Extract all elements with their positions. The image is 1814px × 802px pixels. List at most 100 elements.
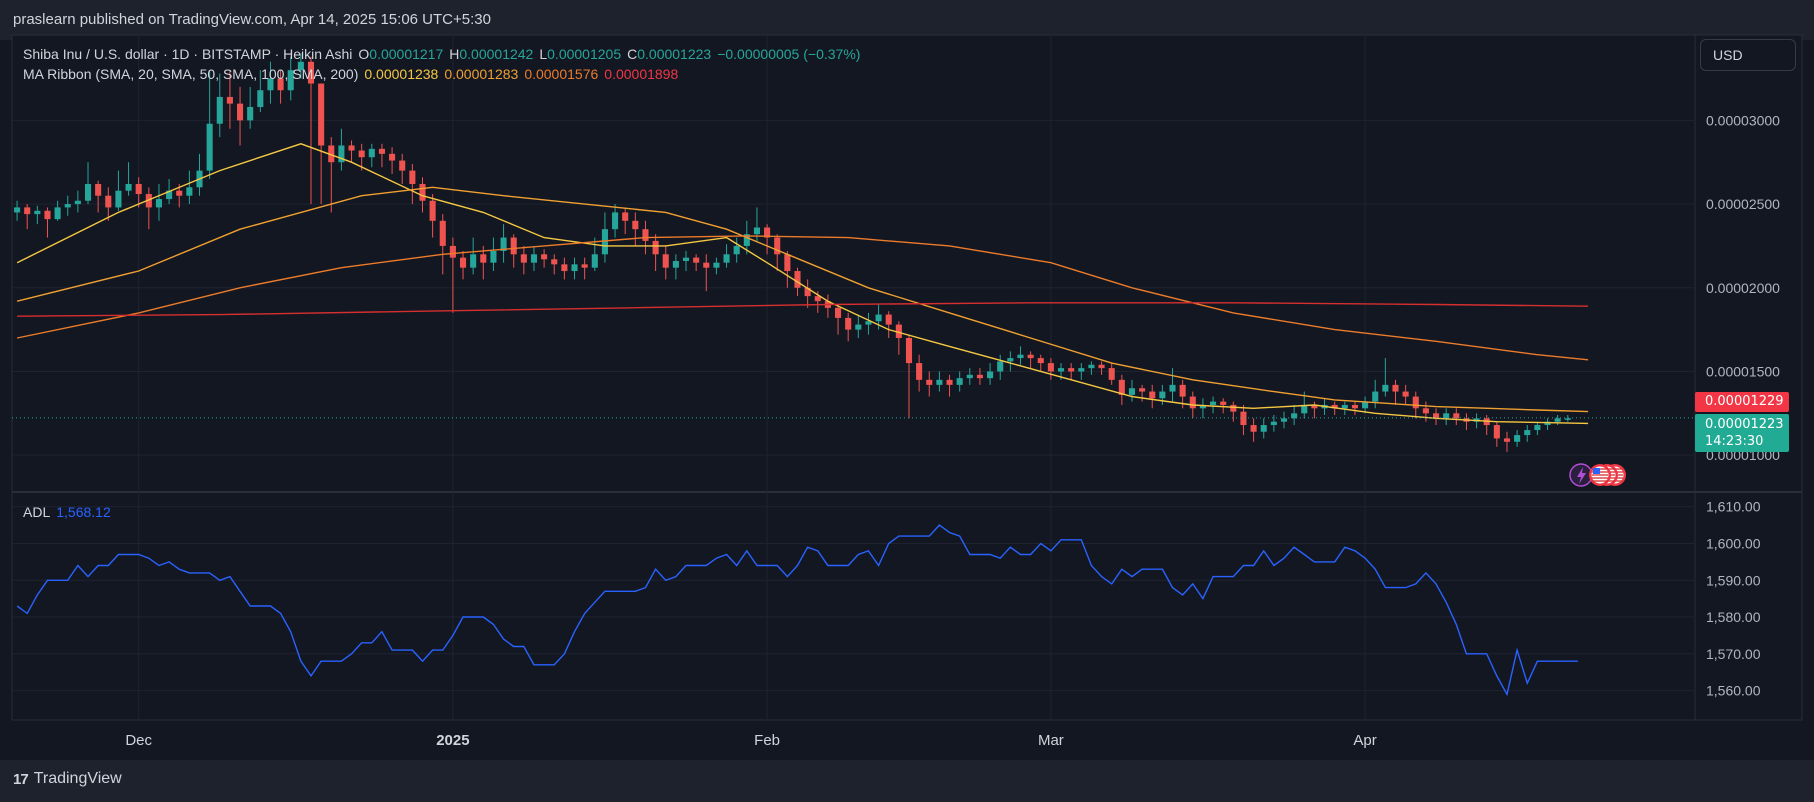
candle-body <box>1493 425 1500 439</box>
candle-body <box>378 148 385 154</box>
candle-body <box>237 103 244 121</box>
candle-body <box>1443 413 1450 419</box>
candle-body <box>500 237 507 251</box>
candle-body <box>1078 368 1085 372</box>
ma-ribbon-legend: MA Ribbon (SMA, 20, SMA, 50, SMA, 100, S… <box>23 66 684 82</box>
candle-body <box>206 123 213 171</box>
event-markers <box>1569 463 1626 487</box>
tradingview-brand[interactable]: 17 TradingView <box>13 770 122 788</box>
candle-body <box>470 254 477 268</box>
candle-body <box>1503 438 1511 442</box>
ma20-price-tag: 0.00001229 <box>1695 392 1789 412</box>
candle-body <box>784 254 791 272</box>
candle-body <box>1220 401 1227 405</box>
currency-button[interactable]: USD <box>1700 39 1796 71</box>
adl-line <box>16 524 1578 697</box>
candle-body <box>895 324 902 338</box>
high-value: 0.00001242 <box>459 46 534 62</box>
adl-title[interactable]: ADL <box>23 504 51 520</box>
candle-body <box>84 183 92 201</box>
price-tick-label: 0.00002500 <box>1706 196 1780 212</box>
ma-line-sma50 <box>16 186 1589 413</box>
candle-body <box>804 287 811 297</box>
candle-body <box>1382 384 1389 392</box>
symbol-title[interactable]: Shiba Inu / U.S. dollar · 1D · BITSTAMP … <box>23 46 353 62</box>
candle-body <box>1068 368 1075 372</box>
candle-body <box>155 199 163 208</box>
candle-body <box>1351 404 1358 409</box>
candle-body <box>1027 354 1034 359</box>
time-tick-label: Apr <box>1353 732 1376 749</box>
adl-tick-label: 1,560.00 <box>1706 683 1761 699</box>
candle-body <box>318 83 325 146</box>
adl-value: 1,568.12 <box>56 504 111 520</box>
candle-body <box>1139 388 1146 392</box>
candle-body <box>490 250 497 263</box>
candle-body <box>672 260 679 268</box>
candle-body <box>1007 358 1014 362</box>
candle-body <box>1564 418 1571 420</box>
lightning-glyph <box>1577 467 1586 484</box>
candle-body <box>1047 363 1054 372</box>
candle-body <box>1311 404 1318 409</box>
candle-body <box>307 61 315 84</box>
candle-body <box>713 262 720 268</box>
candle-body <box>1108 368 1115 380</box>
candle-body <box>257 90 264 107</box>
price-tick-label: 0.00002000 <box>1706 280 1780 296</box>
candle-body <box>1199 404 1206 409</box>
candle-body <box>561 264 568 272</box>
time-tick-label: Dec <box>125 732 152 749</box>
candle-body <box>459 257 467 268</box>
tradingview-logo-icon: 17 <box>13 770 29 788</box>
candle-body <box>905 337 913 364</box>
candle-body <box>14 207 21 213</box>
candle-body <box>753 227 760 235</box>
candle-body <box>916 363 923 380</box>
ma-line-sma100 <box>16 235 1589 361</box>
ma-ribbon-title[interactable]: MA Ribbon (SMA, 20, SMA, 50, SMA, 100, S… <box>23 66 359 82</box>
adl-tick-label: 1,590.00 <box>1706 572 1761 588</box>
candle-body <box>348 145 355 151</box>
candle-body <box>216 96 223 124</box>
candle-body <box>1291 413 1298 419</box>
ma100-value: 0.00001576 <box>524 66 599 82</box>
candle-body <box>976 374 983 379</box>
candle-body <box>74 200 81 205</box>
candle-body <box>1037 358 1044 364</box>
top-bar <box>0 0 1814 40</box>
candle-body <box>1534 425 1541 431</box>
candle-body <box>733 245 740 255</box>
candle-body <box>1057 368 1065 372</box>
candle-body <box>226 96 233 104</box>
ma50-value: 0.00001283 <box>444 66 519 82</box>
candle-body <box>987 371 994 379</box>
candle-body <box>1149 391 1156 399</box>
candle-body <box>1301 404 1308 414</box>
low-label: L <box>539 46 548 62</box>
flag-canton <box>1593 468 1600 474</box>
candle-body <box>1331 404 1338 409</box>
candle-body <box>439 220 446 246</box>
candle-body <box>956 378 963 385</box>
candle-body <box>642 229 649 241</box>
candle-body <box>723 254 730 263</box>
candle-body <box>267 78 274 91</box>
candle-body <box>328 145 335 163</box>
candle-body <box>551 259 558 265</box>
candle-body <box>1422 408 1429 414</box>
candle-body <box>774 237 781 255</box>
candle-body <box>24 207 31 215</box>
candle-body <box>389 153 396 161</box>
candle-body <box>865 321 872 325</box>
candle-body <box>1453 413 1460 419</box>
candle-body <box>277 78 284 91</box>
candle-body <box>399 160 406 171</box>
candle-body <box>845 317 852 330</box>
candle-body <box>480 254 487 263</box>
high-label: H <box>449 46 460 62</box>
candle-body <box>520 254 527 263</box>
candle-body <box>166 190 173 200</box>
ma-line-sma200 <box>17 302 1589 317</box>
